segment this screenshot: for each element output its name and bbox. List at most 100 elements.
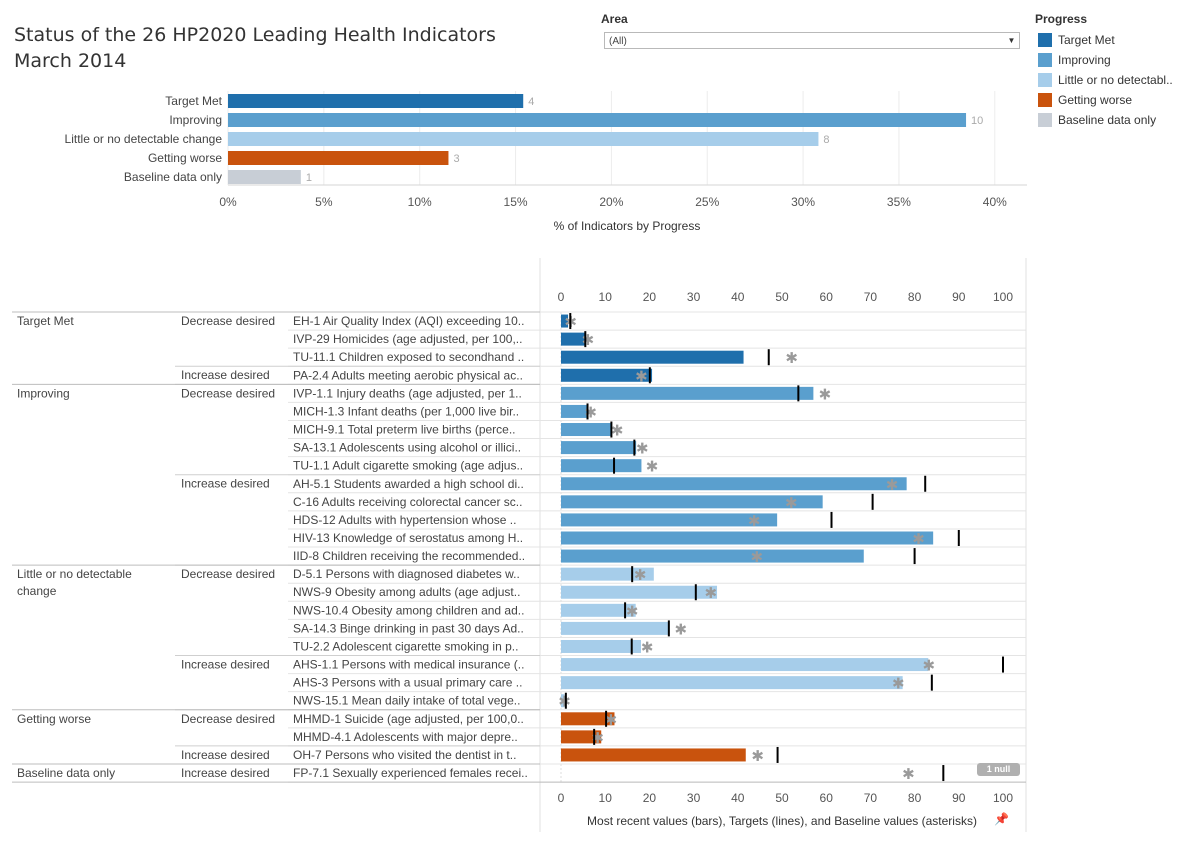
detail-value-bar [561,513,778,527]
detail-top-tick-label: 100 [993,290,1013,304]
detail-indicator-label: HIV-13 Knowledge of serostatus among H.. [293,531,523,545]
detail-baseline-marker: ✱ [785,495,798,512]
detail-value-bar [561,531,934,545]
detail-value-bar [561,423,612,437]
detail-value-bar [561,712,615,726]
detail-bottom-tick-label: 60 [820,791,834,805]
legend-label: Improving [1058,53,1111,67]
detail-baseline-marker: ✱ [634,567,647,584]
detail-indicator-label: OH-7 Persons who visited the dentist in … [293,748,516,762]
legend-swatch [1038,53,1052,67]
detail-value-bar [561,404,588,418]
detail-baseline-marker: ✱ [584,404,597,421]
legend-swatch [1038,33,1052,47]
detail-top-tick-label: 90 [952,290,966,304]
legend-title: Progress [1035,12,1088,26]
detail-top-tick-label: 70 [864,290,878,304]
summary-bar [228,113,967,127]
detail-indicator-label: MICH-9.1 Total preterm live births (perc… [293,423,516,437]
detail-indicator-label: EH-1 Air Quality Index (AQI) exceeding 1… [293,314,524,328]
detail-progress-label: Baseline data only [17,766,115,780]
summary-bar-count-label: 10 [971,115,983,127]
detail-baseline-marker: ✱ [705,585,718,602]
area-filter-value: (All) [609,36,627,47]
summary-bar-count-label: 4 [528,96,534,108]
detail-value-bar [561,748,746,762]
summary-tick-label: 0% [219,195,237,209]
detail-baseline-marker: ✱ [636,441,649,458]
detail-value-bar [561,350,744,364]
detail-progress-label: Getting worse [17,712,91,726]
detail-value-bar [561,332,586,346]
detail-indicator-label: AHS-1.1 Persons with medical insurance (… [293,658,524,672]
detail-direction-label: Increase desired [181,477,270,491]
detail-top-tick-label: 10 [599,290,613,304]
detail-indicator-label: IVP-29 Homicides (age adjusted, per 100,… [293,332,522,346]
detail-baseline-marker: ✱ [819,386,832,403]
legend-label: Little or no detectabl.. [1058,73,1173,87]
summary-category-label: Getting worse [148,151,222,165]
detail-direction-label: Increase desired [181,658,270,672]
detail-bottom-tick-label: 10 [599,791,613,805]
detail-indicator-label: AHS-3 Persons with a usual primary care … [293,676,522,690]
detail-baseline-marker: ✱ [611,423,624,440]
detail-value-bar [561,621,670,635]
detail-indicator-label: SA-14.3 Binge drinking in past 30 days A… [293,621,524,635]
detail-progress-label: Improving [17,386,70,400]
detail-progress-label: Target Met [17,314,74,328]
summary-x-axis-title: % of Indicators by Progress [554,219,701,233]
null-count-badge[interactable]: 1 null [977,763,1020,776]
summary-tick-label: 30% [791,195,815,209]
detail-baseline-marker: ✱ [785,350,798,367]
detail-indicator-label: NWS-15.1 Mean daily intake of total vege… [293,694,520,708]
area-filter-label: Area [601,12,628,26]
summary-tick-label: 20% [599,195,623,209]
detail-x-axis-title: Most recent values (bars), Targets (line… [587,814,977,828]
detail-top-tick-label: 40 [731,290,745,304]
detail-value-bar [561,639,642,653]
summary-bar-count-label: 3 [453,153,459,165]
summary-category-label: Baseline data only [124,170,222,184]
area-filter-dropdown[interactable]: (All) ▼ [604,32,1020,49]
detail-bottom-tick-label: 100 [993,791,1013,805]
summary-bar [228,151,449,165]
detail-baseline-marker: ✱ [892,676,905,693]
detail-baseline-marker: ✱ [902,766,915,783]
detail-bottom-tick-label: 90 [952,791,966,805]
pin-icon[interactable]: 📌 [994,812,1009,826]
detail-baseline-marker: ✱ [912,531,925,548]
detail-baseline-marker: ✱ [751,549,764,566]
detail-value-bar [561,477,907,491]
detail-baseline-marker: ✱ [635,368,648,385]
summary-category-label: Improving [169,113,222,127]
detail-direction-label: Decrease desired [181,386,275,400]
summary-tick-label: 25% [695,195,719,209]
summary-tick-label: 35% [887,195,911,209]
detail-indicator-label: TU-11.1 Children exposed to secondhand .… [293,350,524,364]
legend-swatch [1038,93,1052,107]
detail-direction-label: Decrease desired [181,712,275,726]
detail-value-bar [561,585,718,599]
detail-value-bar [561,658,929,672]
detail-bottom-tick-label: 80 [908,791,922,805]
detail-indicator-label: MHMD-4.1 Adolescents with major depre.. [293,730,518,744]
detail-top-tick-label: 50 [775,290,789,304]
detail-baseline-marker: ✱ [922,658,935,675]
detail-direction-label: Increase desired [181,368,270,382]
detail-baseline-marker: ✱ [674,621,687,638]
chevron-down-icon[interactable]: ▼ [1007,36,1016,45]
detail-indicator-label: D-5.1 Persons with diagnosed diabetes w.… [293,567,520,581]
detail-bottom-tick-label: 70 [864,791,878,805]
detail-value-bar [561,459,642,473]
detail-baseline-marker: ✱ [582,332,595,349]
detail-value-bar [561,567,654,581]
detail-baseline-marker: ✱ [558,694,571,711]
detail-indicator-label: NWS-10.4 Obesity among children and ad.. [293,603,524,617]
detail-bottom-tick-label: 40 [731,791,745,805]
detail-indicator-label: TU-2.2 Adolescent cigarette smoking in p… [293,639,518,653]
detail-indicator-label: TU-1.1 Adult cigarette smoking (age adju… [293,459,523,473]
detail-bottom-tick-label: 0 [558,791,565,805]
detail-indicator-label: C-16 Adults receiving colorectal cancer … [293,495,522,509]
detail-indicator-label: IVP-1.1 Injury deaths (age adjusted, per… [293,386,522,400]
